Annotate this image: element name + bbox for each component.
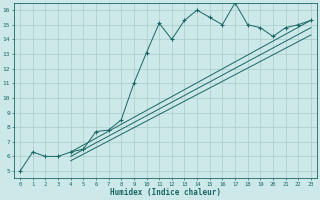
- X-axis label: Humidex (Indice chaleur): Humidex (Indice chaleur): [110, 188, 221, 197]
